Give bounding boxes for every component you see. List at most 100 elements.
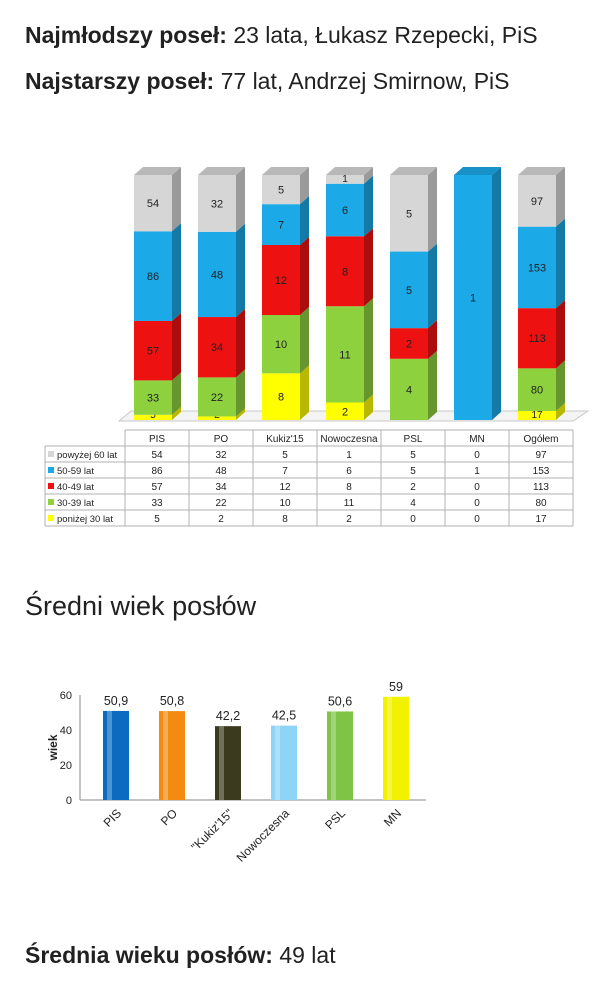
table-category-label: PIS [149,434,165,445]
bar-data-label: 5 [278,185,284,197]
table-category-label: Kukiz'15 [266,434,304,445]
bar-data-label: 11 [339,349,350,361]
bar-data-label: 2 [342,406,348,418]
bar-segment-front [518,175,556,227]
bar-segment: 6 [326,175,373,237]
bar-segment-front [262,204,300,245]
bar-segment-side [556,167,565,227]
bar-segment: 32 [198,167,245,232]
bar-segment-front [518,226,556,309]
bar-segment-front [390,251,428,329]
table-cell-value: 0 [474,450,480,461]
avg-bar-highlight [387,696,392,800]
x-category-label: PIS [101,806,125,830]
bar-segment-side [364,167,373,184]
bar-data-label: 48 [211,269,223,281]
bar-segment-top [326,167,373,175]
youngest-mp-label: Najmłodszy poseł: [25,22,227,48]
bar-data-label: 54 [147,198,159,210]
table-category-label: Ogółem [523,434,558,445]
table-cell-value: 48 [215,466,227,477]
table-cell-value: 2 [410,482,416,493]
youngest-mp-line: Najmłodszy poseł: 23 lata, Łukasz Rzepec… [25,20,538,50]
bar-segment-front [390,358,428,420]
bar-segment-side [236,167,245,232]
avg-bar [271,725,297,800]
bar-data-label: 113 [528,333,546,345]
table-cell-value: 54 [151,450,163,461]
table-cell-value: 6 [346,466,352,477]
table-cell-value: 8 [346,482,352,493]
avg-bar-value-label: 42,2 [216,709,240,723]
bar-segment-side [364,175,373,237]
table-cell-value: 1 [346,450,352,461]
bar-segment-front [198,231,236,318]
bar-segment-front [262,245,300,315]
avg-bar-body [383,696,409,800]
bar-segment: 7 [262,196,309,245]
bar-segment: 5 [390,167,437,252]
bar-segment-top [454,167,501,175]
bar-segment: 80 [518,360,565,411]
bar-segment-front [134,414,172,420]
table-cell-value: 8 [282,514,288,525]
bar-segment-side [236,369,245,417]
bar-data-label: 8 [278,392,284,404]
bar-segment: 1 [326,167,373,185]
bar-segment: 8 [326,228,373,307]
bar-data-label: 33 [147,393,159,405]
bar-segment-side [428,243,437,329]
bar-data-label: 4 [406,384,412,396]
avg-bar-highlight [275,725,280,800]
table-cell-value: 113 [533,482,549,493]
legend-swatch [48,451,54,457]
x-category-label: "Kukiz'15" [188,806,236,854]
table-cell-value: 0 [410,514,416,525]
bar-segment-front [390,175,428,252]
bar-segment-side [172,312,181,381]
avg-bar-body [271,725,297,800]
bar-data-label: 153 [528,262,546,274]
bar-segment-side [236,408,245,420]
youngest-mp-value: 23 lata, Łukasz Rzepecki, PiS [226,22,538,48]
avg-bar [383,696,409,800]
bar-segment-front [198,317,236,378]
bar-segment-front [326,306,364,403]
legend-swatch [48,483,54,489]
table-cell-value: 17 [535,514,547,525]
bar-segment-front [198,377,236,417]
table-cell-value: 22 [215,498,227,509]
bar-segment-front [134,175,172,232]
bar-data-label: 5 [406,208,412,220]
table-cell-value: 2 [346,514,352,525]
average-age-label: Średnia wieku posłów: [25,942,273,968]
bar-segment: 5 [134,406,181,421]
table-category-label: Nowoczesna [320,434,378,445]
bar-segment: 22 [198,369,245,417]
table-cell-value: 5 [410,450,416,461]
table-cell-value: 86 [151,466,163,477]
bar-data-label: 17 [531,410,543,421]
bar-segment-side [172,372,181,415]
bar-segment: 57 [134,312,181,381]
table-cell-value: 32 [215,450,227,461]
bar-segment-side [556,402,565,420]
bar-segment-side [300,237,309,315]
bar-segment: 10 [262,307,309,374]
age-group-stacked-chart: 5335786542223448328101275211861425511780… [44,167,590,527]
bar-segment-side [556,300,565,369]
avg-bar-body [103,710,129,800]
table-cell-value: 1 [474,466,480,477]
table-cell-value: 5 [154,514,160,525]
table-cell-value: 10 [279,498,291,509]
bar-data-label: 86 [147,271,159,283]
bar-segment-front [518,410,556,420]
oldest-mp-line: Najstarszy poseł: 77 lat, Andrzej Smirno… [25,66,510,96]
bar-data-label: 7 [278,220,284,232]
table-cell-value: 153 [533,466,550,477]
avg-bar-highlight [107,710,112,800]
table-cell-value: 57 [151,482,163,493]
bar-segment: 97 [518,167,565,227]
bar-data-label: 10 [275,339,287,351]
bar-segment-side [300,196,309,245]
